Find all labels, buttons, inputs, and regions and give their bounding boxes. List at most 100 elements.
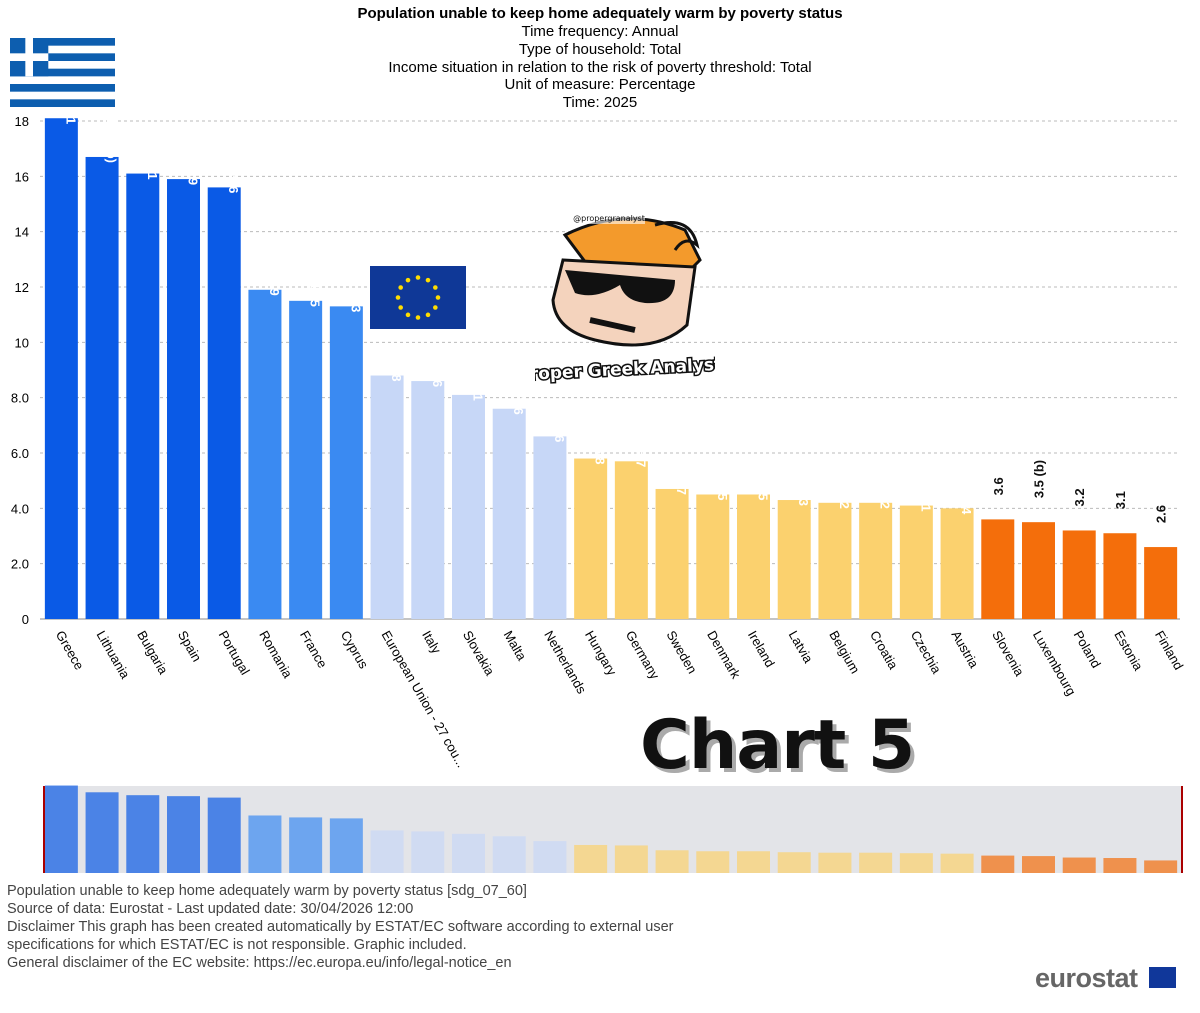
navigator-bar	[44, 785, 78, 873]
y-tick-label: 16	[15, 169, 29, 184]
bar-spain[interactable]	[167, 179, 200, 619]
subtitle-time: Time: 2025	[562, 94, 638, 112]
value-label: 8.8	[389, 363, 404, 381]
eu-star	[405, 312, 411, 318]
x-tick-label: Malta	[501, 628, 530, 664]
navigator-bar	[370, 830, 404, 873]
bar-poland[interactable]	[1062, 530, 1096, 619]
x-tick-label: Croatia	[867, 628, 901, 672]
bar-malta[interactable]	[492, 408, 526, 619]
bar-latvia[interactable]	[777, 500, 811, 619]
subtitle-unit: Unit of measure: Percentage	[504, 76, 696, 94]
eu-star	[395, 295, 401, 300]
navigator-bar	[1062, 857, 1096, 873]
bar-luxembourg[interactable]	[1022, 522, 1055, 619]
value-label: 3.1	[1113, 491, 1128, 509]
eu-star	[425, 277, 431, 283]
bar-estonia[interactable]	[1103, 533, 1137, 619]
value-label: 4.2	[837, 491, 852, 509]
mascot-handle: @propergranalyst	[573, 214, 645, 223]
footer-legal-link[interactable]: General disclaimer of the EC website: ht…	[7, 955, 512, 971]
bar-hungary[interactable]	[574, 458, 608, 619]
navigator-bar	[737, 851, 770, 873]
value-label: 4.5	[715, 482, 730, 500]
bar-italy[interactable]	[411, 381, 445, 619]
eurostat-logo: eurostat	[1035, 963, 1138, 993]
eu-flag-small-icon	[1149, 967, 1176, 988]
eu-star	[398, 285, 403, 290]
x-tick-label: Spain	[175, 628, 205, 664]
navigator-bar	[614, 845, 648, 873]
bar-belgium[interactable]	[818, 502, 852, 619]
value-label: 3.2	[1072, 488, 1087, 506]
bar-austria[interactable]	[940, 508, 974, 619]
navigator-bar	[329, 818, 363, 873]
value-label: 4.3	[796, 488, 811, 506]
navigator-bar	[452, 833, 485, 873]
subtitle-household: Type of household: Total	[518, 40, 682, 58]
navigator-overview[interactable]	[43, 785, 1183, 873]
eu-star	[398, 305, 403, 310]
bar-denmark[interactable]	[696, 494, 730, 620]
bar-croatia[interactable]	[859, 502, 893, 619]
subtitle-frequency: Time frequency: Annual	[521, 23, 679, 40]
x-tick-label: Poland	[1071, 628, 1104, 671]
navigator-bar	[1144, 860, 1178, 873]
mascot-logo: @propergranalyst Proper Greek Analyst	[535, 212, 715, 385]
value-label: 15.9	[186, 160, 201, 185]
x-tick-label: Lithuania	[93, 628, 133, 682]
footer-disclaimer-2: specifications for which ESTAT/EC is not…	[7, 937, 467, 953]
y-tick-label: 4.0	[11, 501, 29, 516]
value-label: 8.6	[430, 369, 445, 387]
bar-finland[interactable]	[1144, 547, 1178, 619]
x-tick-label: Cyprus	[338, 628, 372, 672]
navigator-bar	[1103, 858, 1137, 873]
x-tick-label: Greece	[53, 628, 87, 672]
x-tick-label: Denmark	[704, 628, 744, 682]
navigator-bar	[411, 831, 445, 873]
x-tick-label: Hungary	[582, 628, 620, 678]
navigator-bar	[207, 797, 241, 873]
bar-lithuania[interactable]	[85, 156, 119, 619]
value-label: 4.7	[674, 477, 689, 495]
bar-ireland[interactable]	[737, 494, 770, 620]
value-label: 11.5	[308, 282, 323, 307]
bar-romania[interactable]	[248, 289, 282, 619]
value-label: 16.1	[145, 154, 160, 179]
x-tick-label: Finland	[1152, 628, 1186, 672]
navigator-bar	[818, 852, 852, 873]
mascot-caption: Proper Greek Analyst	[535, 355, 715, 385]
eu-flag-icon	[370, 266, 466, 329]
navigator-bar	[289, 817, 323, 873]
bar-portugal[interactable]	[207, 187, 241, 619]
chart-header: Population unable to keep home adequatel…	[0, 4, 1200, 112]
y-tick-label: 0	[22, 612, 29, 627]
bar-slovenia[interactable]	[981, 519, 1015, 619]
value-label: 4.5	[756, 482, 771, 500]
bar-czechia[interactable]	[899, 505, 933, 619]
value-label: 11.3	[348, 288, 363, 313]
navigator-bar	[655, 850, 689, 873]
value-label: 11.9	[267, 271, 282, 296]
bar-sweden[interactable]	[655, 488, 689, 619]
y-axis-ticks: 0 2.0 4.0 6.0 8.0 10 12 14 16 18	[11, 114, 29, 627]
eu-star	[433, 285, 438, 290]
bar-cyprus[interactable]	[329, 306, 363, 619]
x-tick-label: Sweden	[663, 628, 699, 676]
bar-bulgaria[interactable]	[126, 173, 160, 620]
bar-greece[interactable]	[44, 118, 78, 619]
navigator-bar	[696, 851, 730, 873]
eu-star	[435, 295, 441, 300]
footer-dataset: Population unable to keep home adequatel…	[7, 883, 527, 899]
bar-european-union-27-cou-[interactable]	[370, 375, 404, 619]
subtitle-income: Income situation in relation to the risk…	[388, 58, 812, 76]
bar-slovakia[interactable]	[452, 394, 485, 619]
x-tick-label: Slovakia	[460, 628, 498, 679]
value-label: 4.1	[918, 493, 933, 511]
navigator-bar	[85, 792, 119, 873]
bar-netherlands[interactable]	[533, 436, 567, 619]
navigator-bar	[492, 836, 526, 873]
bar-france[interactable]	[289, 300, 323, 619]
bar-germany[interactable]	[614, 461, 648, 619]
